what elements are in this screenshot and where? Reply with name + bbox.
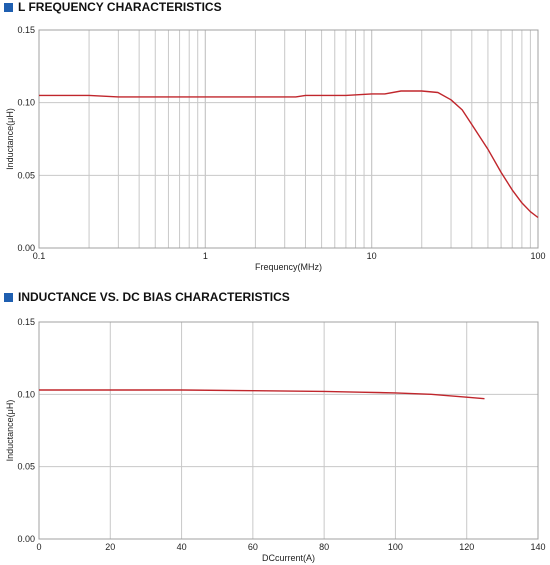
x-tick-label: 1 bbox=[203, 251, 208, 261]
y-tick-label: 0.00 bbox=[17, 243, 35, 253]
x-axis-label: Frequency(MHz) bbox=[255, 262, 322, 272]
x-tick-label: 140 bbox=[530, 542, 545, 552]
chart2-title: INDUCTANCE VS. DC BIAS CHARACTERISTICS bbox=[4, 290, 290, 304]
series-line bbox=[39, 90, 539, 219]
y-tick-label: 0.10 bbox=[17, 389, 35, 399]
chart1-title: L FREQUENCY CHARACTERISTICS bbox=[4, 0, 222, 14]
y-tick-label: 0.00 bbox=[17, 534, 35, 544]
y-tick-label: 0.15 bbox=[17, 317, 35, 327]
title-square-icon bbox=[4, 2, 13, 12]
x-tick-label: 0.1 bbox=[33, 251, 46, 261]
frequency-chart: 0.00 0.05 0.10 0.15 0.1 1 10 100 Frequency(MHz) I… bbox=[5, 25, 546, 272]
x-tick-label: 100 bbox=[388, 542, 403, 552]
x-tick-label: 40 bbox=[177, 542, 187, 552]
chart1-title-text: L FREQUENCY CHARACTERISTICS bbox=[18, 0, 222, 14]
y-tick-label: 0.05 bbox=[17, 170, 35, 180]
plot-frame bbox=[38, 29, 539, 249]
x-tick-label: 0 bbox=[36, 542, 41, 552]
y-axis-label: Inductance(μH) bbox=[5, 400, 15, 462]
y-tick-label: 0.05 bbox=[17, 462, 35, 472]
x-tick-label: 120 bbox=[459, 542, 474, 552]
x-axis-label: DCcurrent(A) bbox=[262, 553, 315, 563]
x-tick-label: 20 bbox=[105, 542, 115, 552]
dc-bias-chart: 0.00 0.05 0.10 0.15 0 20 40 60 80 100 120 140 DCcurr… bbox=[5, 317, 546, 563]
series-line bbox=[39, 389, 485, 400]
title-square-icon bbox=[4, 292, 13, 302]
y-tick-label: 0.15 bbox=[17, 25, 35, 35]
chart2-title-text: INDUCTANCE VS. DC BIAS CHARACTERISTICS bbox=[18, 290, 290, 304]
x-tick-label: 80 bbox=[319, 542, 329, 552]
plot-frame bbox=[38, 321, 539, 540]
x-tick-label: 100 bbox=[530, 251, 545, 261]
x-tick-label: 10 bbox=[367, 251, 377, 261]
y-tick-label: 0.10 bbox=[17, 98, 35, 108]
x-tick-label: 60 bbox=[248, 542, 258, 552]
y-axis-label: Inductance(μH) bbox=[5, 108, 15, 170]
